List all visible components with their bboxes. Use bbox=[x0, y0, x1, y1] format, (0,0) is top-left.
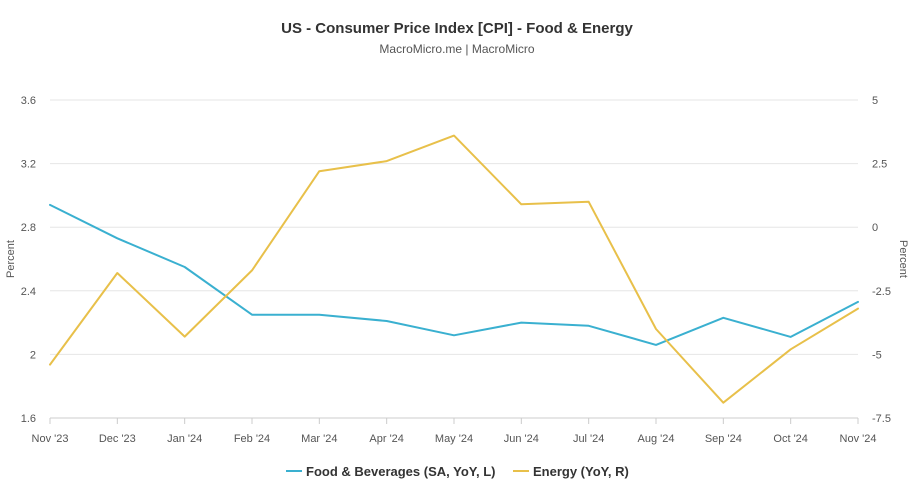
left-y-tick-label: 3.2 bbox=[21, 159, 36, 171]
legend: Food & Beverages (SA, YoY, L) Energy (Yo… bbox=[286, 464, 629, 479]
x-tick-label: Feb '24 bbox=[234, 433, 270, 445]
right-y-tick-label: 0 bbox=[872, 222, 878, 234]
energy-line[interactable] bbox=[49, 134, 859, 404]
x-tick-label: Jul '24 bbox=[573, 433, 604, 445]
right-y-tick-label: 5 bbox=[872, 95, 878, 107]
right-y-tick-label: 2.5 bbox=[872, 159, 887, 171]
legend-label-food: Food & Beverages (SA, YoY, L) bbox=[306, 464, 496, 479]
legend-item-energy[interactable]: Energy (YoY, R) bbox=[513, 464, 629, 479]
left-y-axis: 1.6 2 2.4 2.8 3.2 3.6 bbox=[21, 95, 36, 425]
x-axis: Nov '23 Dec '23 Jan '24 Feb '24 Mar '24 Apr '… bbox=[32, 418, 877, 445]
x-tick-label: Dec '23 bbox=[99, 433, 136, 445]
legend-label-energy: Energy (YoY, R) bbox=[533, 464, 629, 479]
left-y-tick-label: 3.6 bbox=[21, 95, 36, 107]
right-axis-title: Percent bbox=[897, 240, 909, 278]
x-tick-label: Jan '24 bbox=[167, 433, 202, 445]
right-y-tick-label: -7.5 bbox=[872, 413, 891, 425]
x-tick-label: Nov '23 bbox=[32, 433, 69, 445]
right-y-tick-label: -5 bbox=[872, 349, 882, 361]
x-tick-label: Aug '24 bbox=[638, 433, 675, 445]
chart-subtitle: MacroMicro.me | MacroMicro bbox=[379, 42, 534, 56]
x-tick-label: Jun '24 bbox=[504, 433, 539, 445]
x-tick-label: Apr '24 bbox=[369, 433, 404, 445]
x-tick-label: Nov '24 bbox=[840, 433, 877, 445]
chart-title: US - Consumer Price Index [CPI] - Food &… bbox=[281, 20, 633, 37]
x-tick-label: Mar '24 bbox=[301, 433, 337, 445]
legend-item-food[interactable]: Food & Beverages (SA, YoY, L) bbox=[286, 464, 496, 479]
right-y-axis: -7.5 -5 -2.5 0 2.5 5 bbox=[872, 95, 891, 425]
gridlines bbox=[50, 99, 858, 419]
right-y-tick-label: -2.5 bbox=[872, 286, 891, 298]
left-y-tick-label: 2.8 bbox=[21, 222, 36, 234]
x-tick-label: May '24 bbox=[435, 433, 473, 445]
left-y-tick-label: 2 bbox=[30, 349, 36, 361]
series-lines bbox=[49, 134, 859, 404]
food-beverages-line[interactable] bbox=[49, 203, 859, 346]
left-axis-title: Percent bbox=[5, 240, 17, 278]
x-tick-label: Oct '24 bbox=[773, 433, 808, 445]
left-y-tick-label: 1.6 bbox=[21, 413, 36, 425]
left-y-tick-label: 2.4 bbox=[21, 286, 36, 298]
x-tick-label: Sep '24 bbox=[705, 433, 742, 445]
